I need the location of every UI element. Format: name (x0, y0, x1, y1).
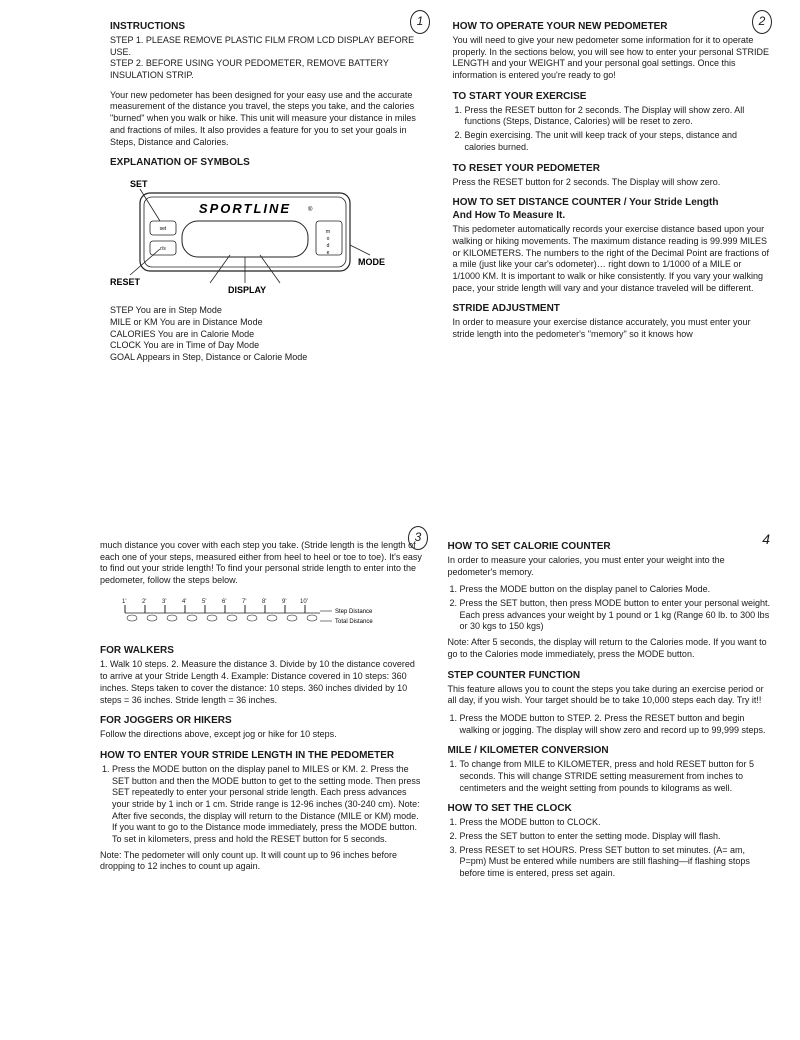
ruler-label-2: Total Distance (335, 619, 373, 625)
reset-paragraph: Press the RESET button for 2 seconds. Th… (453, 177, 771, 189)
walkers-heading: FOR WALKERS (100, 644, 423, 657)
reset-heading: TO RESET YOUR PEDOMETER (453, 162, 771, 175)
ruler-label-1: Step Distance (335, 609, 373, 615)
page-number-2: 2 (752, 10, 772, 34)
symbol-mile: MILE or KM You are in Distance Mode (110, 317, 428, 329)
pedometer-diagram: SPORTLINE ® set r/s m o d e (110, 175, 428, 295)
enter-stride-item: Press the MODE button on the display pan… (112, 764, 423, 846)
operate-paragraph: You will need to give your new pedometer… (453, 35, 771, 82)
brand-text: SPORTLINE (199, 201, 291, 216)
start-list: Press the RESET button for 2 seconds. Th… (453, 105, 771, 154)
svg-text:5': 5' (202, 599, 206, 605)
page-number-3: 3 (408, 526, 428, 550)
symbol-cal: CALORIES You are in Calorie Mode (110, 329, 428, 341)
start-heading: TO START YOUR EXERCISE (453, 90, 771, 103)
svg-text:3': 3' (162, 599, 166, 605)
enter-stride-list: Press the MODE button on the display pan… (100, 764, 423, 846)
stride-heading: STRIDE ADJUSTMENT (453, 302, 771, 315)
joggers-heading: FOR JOGGERS OR HIKERS (100, 714, 423, 727)
conversion-list: To change from MILE to KILOMETER, press … (448, 759, 771, 794)
ruler-ticks: 1' 2' 3' 4' 5' 6' 7' 8' 9' 10' (122, 599, 308, 613)
step-2: STEP 2. BEFORE USING YOUR PEDOMETER, REM… (110, 58, 428, 81)
diagram-label-mode: MODE (358, 257, 385, 267)
distance-paragraph: This pedometer automatically records you… (453, 224, 771, 294)
clock-list: Press the MODE button to CLOCK. Press th… (448, 817, 771, 879)
svg-text:e: e (327, 250, 330, 256)
diagram-label-reset: RESET (110, 277, 141, 287)
col-right-1: HOW TO OPERATE YOUR NEW PEDOMETER You wi… (453, 20, 771, 364)
page-number-4: 4 (762, 530, 770, 548)
symbol-goal: GOAL Appears in Step, Distance or Calori… (110, 352, 428, 364)
col-right-2: HOW TO SET CALORIE COUNTER In order to m… (448, 540, 771, 884)
diagram-label-set: SET (130, 179, 148, 189)
svg-text:set: set (160, 226, 167, 232)
step-counter-heading: STEP COUNTER FUNCTION (448, 669, 771, 682)
page-bottom: 3 4 much distance you cover with each st… (0, 520, 800, 1040)
clock-item-3: Press RESET to set HOURS. Press SET butt… (460, 845, 771, 880)
explanation-heading: EXPLANATION OF SYMBOLS (110, 156, 428, 169)
calorie-heading: HOW TO SET CALORIE COUNTER (448, 540, 771, 553)
svg-text:7': 7' (242, 599, 246, 605)
columns-bottom: much distance you cover with each step y… (100, 540, 770, 884)
start-item-1: Press the RESET button for 2 seconds. Th… (465, 105, 771, 128)
step-counter-paragraph: This feature allows you to count the ste… (448, 684, 771, 707)
svg-text:d: d (327, 243, 330, 249)
distance-heading-2: And How To Measure It. (453, 209, 771, 222)
step-counter-item: Press the MODE button to STEP. 2. Press … (460, 713, 771, 736)
clock-heading: HOW TO SET THE CLOCK (448, 802, 771, 815)
page-top: 1 2 INSTRUCTIONS STEP 1. PLEASE REMOVE P… (0, 0, 800, 520)
stride-paragraph: In order to measure your exercise distan… (453, 317, 771, 340)
stride-ruler-diagram: 1' 2' 3' 4' 5' 6' 7' 8' 9' 10' (120, 593, 423, 637)
joggers-paragraph: Follow the directions above, except jog … (100, 729, 423, 741)
calorie-item-2: Press the SET button, then press MODE bu… (460, 598, 771, 633)
step-1: STEP 1. PLEASE REMOVE PLASTIC FILM FROM … (110, 35, 428, 58)
stride-continuation: much distance you cover with each step y… (100, 540, 423, 587)
conversion-item: To change from MILE to KILOMETER, press … (460, 759, 771, 794)
svg-text:9': 9' (282, 599, 286, 605)
col-left-2: much distance you cover with each step y… (100, 540, 423, 884)
operate-heading: HOW TO OPERATE YOUR NEW PEDOMETER (453, 20, 771, 33)
svg-text:r/s: r/s (160, 246, 166, 252)
clock-item-2: Press the SET button to enter the settin… (460, 831, 771, 843)
start-item-2: Begin exercising. The unit will keep tra… (465, 130, 771, 153)
svg-text:2': 2' (142, 599, 146, 605)
svg-text:6': 6' (222, 599, 226, 605)
columns-top: INSTRUCTIONS STEP 1. PLEASE REMOVE PLAST… (110, 20, 770, 364)
svg-text:®: ® (308, 206, 313, 213)
step-counter-list: Press the MODE button to STEP. 2. Press … (448, 713, 771, 736)
enter-stride-heading: HOW TO ENTER YOUR STRIDE LENGTH IN THE P… (100, 749, 423, 762)
enter-stride-note: Note: The pedometer will only count up. … (100, 850, 423, 873)
clock-item-1: Press the MODE button to CLOCK. (460, 817, 771, 829)
svg-text:4': 4' (182, 599, 186, 605)
calorie-note: Note: After 5 seconds, the display will … (448, 637, 771, 660)
distance-heading-1: HOW TO SET DISTANCE COUNTER / Your Strid… (453, 196, 771, 209)
svg-text:o: o (327, 236, 330, 242)
col-left-1: INSTRUCTIONS STEP 1. PLEASE REMOVE PLAST… (110, 20, 428, 364)
svg-text:m: m (326, 229, 330, 235)
conversion-heading: MILE / KILOMETER CONVERSION (448, 744, 771, 757)
svg-text:10': 10' (300, 599, 308, 605)
calorie-paragraph: In order to measure your calories, you m… (448, 555, 771, 578)
page-number-1: 1 (410, 10, 430, 34)
svg-text:8': 8' (262, 599, 266, 605)
instructions-heading: INSTRUCTIONS (110, 20, 428, 33)
diagram-label-display: DISPLAY (228, 285, 266, 295)
walkers-paragraph: 1. Walk 10 steps. 2. Measure the distanc… (100, 659, 423, 706)
svg-text:1': 1' (122, 599, 126, 605)
calorie-list: Press the MODE button on the display pan… (448, 584, 771, 633)
symbol-step: STEP You are in Step Mode (110, 305, 428, 317)
symbol-clock: CLOCK You are in Time of Day Mode (110, 340, 428, 352)
intro-paragraph: Your new pedometer has been designed for… (110, 90, 428, 148)
calorie-item-1: Press the MODE button on the display pan… (460, 584, 771, 596)
